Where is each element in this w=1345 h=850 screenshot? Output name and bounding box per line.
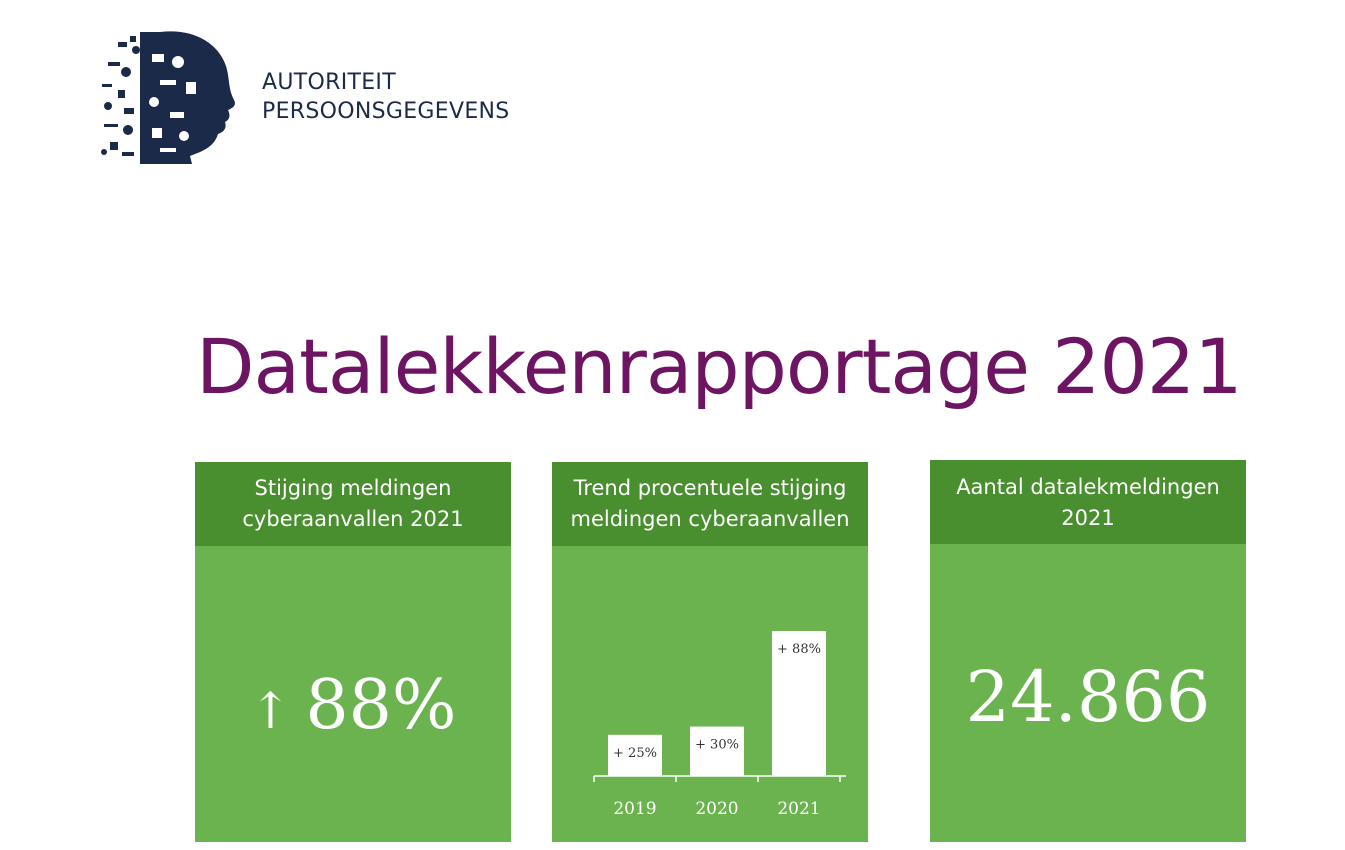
logo-icon <box>101 31 235 164</box>
arrow-up-icon: ↑ <box>249 682 292 740</box>
total-card-title: Aantal datalekmeldingen 2021 <box>930 460 1246 544</box>
page-title: Datalekkenrapportage 2021 <box>196 322 1243 411</box>
x-tick-label-2019: 2019 <box>613 799 656 819</box>
bar-2021 <box>772 631 826 776</box>
bar-2019 <box>608 734 662 776</box>
total-value: 24.866 <box>965 656 1211 738</box>
data-label-2020: + 30% <box>695 738 739 753</box>
increase-card: Stijging meldingen cyberaanvallen 2021 ↑… <box>195 462 511 842</box>
data-label-2019: + 25% <box>613 746 657 761</box>
org-name-line1: AUTORITEIT <box>262 70 396 95</box>
x-tick-label-2021: 2021 <box>777 799 820 819</box>
increase-value: 88% <box>305 666 457 745</box>
trend-card: Trend procentuele stijging meldingen cyb… <box>552 462 868 842</box>
org-name: AUTORITEIT PERSOONSGEGEVENS <box>262 68 510 126</box>
trend-bar-chart: + 25% 2019 + 30% 2020 + 88% 2021 <box>593 631 846 819</box>
increase-value-row: ↑ 88% <box>195 666 511 745</box>
org-name-line2: PERSOONSGEGEVENS <box>262 99 510 124</box>
trend-card-title: Trend procentuele stijging meldingen cyb… <box>552 462 868 546</box>
increase-card-title: Stijging meldingen cyberaanvallen 2021 <box>195 462 511 546</box>
bar-2020 <box>690 726 744 776</box>
total-card: Aantal datalekmeldingen 2021 24.866 <box>930 460 1246 842</box>
x-tick-label-2020: 2020 <box>695 799 738 819</box>
data-label-2021: + 88% <box>777 642 821 657</box>
